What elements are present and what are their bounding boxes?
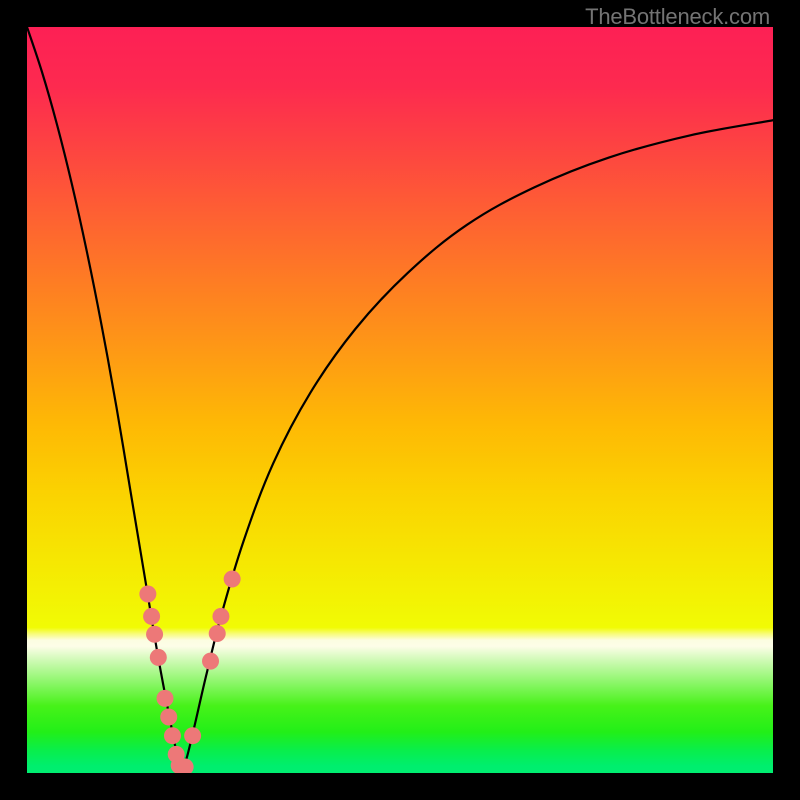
curve-layer: [27, 27, 773, 773]
marker-point: [164, 727, 181, 744]
chart-frame: TheBottleneck.com: [0, 0, 800, 800]
plot-area: [27, 27, 773, 773]
marker-point: [146, 626, 163, 643]
marker-point: [184, 727, 201, 744]
marker-point: [160, 709, 177, 726]
marker-point: [209, 625, 226, 642]
marker-point: [150, 649, 167, 666]
marker-point: [157, 690, 174, 707]
marker-point: [143, 608, 160, 625]
bottleneck-curve: [27, 27, 773, 771]
marker-point: [139, 585, 156, 602]
marker-point: [212, 608, 229, 625]
marker-point: [224, 571, 241, 588]
marker-point: [202, 653, 219, 670]
